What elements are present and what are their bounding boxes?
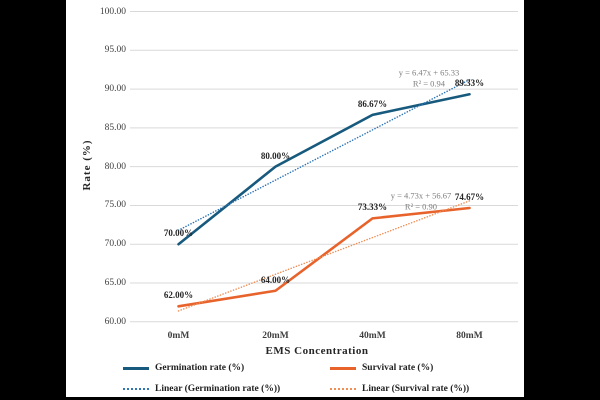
legend-item-linear-germination: Linear (Germination rate (%)) [123,384,280,394]
trendline-equation-germination: y = 6.47x + 65.33 R² = 0.94 [398,67,460,89]
legend-label-linear-germination: Linear (Germination rate (%)) [155,384,281,394]
x-axis-category-label-20mM: 20mM [262,331,289,341]
legend-marker-germination-line [123,366,149,370]
y-axis-tick-label: 60.00 [104,316,126,327]
x-axis-title: EMS Concentration [265,345,369,357]
legend-marker-linear-germination-dotted-line [123,388,149,390]
legend-item-linear-survival: Linear (Survival rate (%)) [330,384,469,394]
x-axis-category-label-40mM: 40mM [359,331,386,341]
x-axis-category-label-80mM: 80mM [456,331,483,341]
data-label-survival-80mM: 74.67% [454,191,485,202]
y-axis-tick-label: 80.00 [104,161,126,172]
data-label-germination-80mM: 89.33% [454,78,485,89]
legend-item-survival: Survival rate (%) [330,363,433,373]
data-label-survival-20mM: 64.00% [260,274,291,285]
y-axis-title: Rate (%) [81,139,93,191]
x-axis-category-label-0mM: 0mM [167,331,190,341]
series-line-survival [177,206,471,308]
data-label-survival-0mM: 62.00% [163,290,194,301]
right-black-border [524,0,600,400]
legend-item-germination: Germination rate (%) [123,363,244,373]
y-axis-tick-label: 75.00 [104,200,126,211]
trendline-equation-survival: y = 4.73x + 56.67 R² = 0.90 [390,190,452,212]
y-axis-tick-label: 70.00 [104,239,126,250]
y-axis-tick-label: 95.00 [104,45,126,56]
bottom-black-border [0,397,600,400]
data-label-germination-20mM: 80.00% [260,150,291,161]
data-label-germination-0mM: 70.00% [163,228,194,239]
legend-label-survival: Survival rate (%) [362,363,434,373]
y-axis-tick-label: 85.00 [104,122,126,133]
y-axis-tick-label: 65.00 [104,278,126,288]
y-axis-tick-label: 100.00 [99,6,126,17]
data-label-germination-40mM: 86.67% [357,98,388,109]
legend-label-germination: Germination rate (%) [155,363,245,373]
series-line-germination [177,92,471,246]
left-black-border [0,0,66,400]
y-axis-tick-label: 90.00 [104,84,126,95]
data-label-survival-40mM: 73.33% [357,202,388,213]
legend-label-linear-survival: Linear (Survival rate (%)) [362,384,470,394]
legend-marker-linear-survival-dotted-line [330,388,356,390]
legend-marker-survival-line [330,366,356,370]
